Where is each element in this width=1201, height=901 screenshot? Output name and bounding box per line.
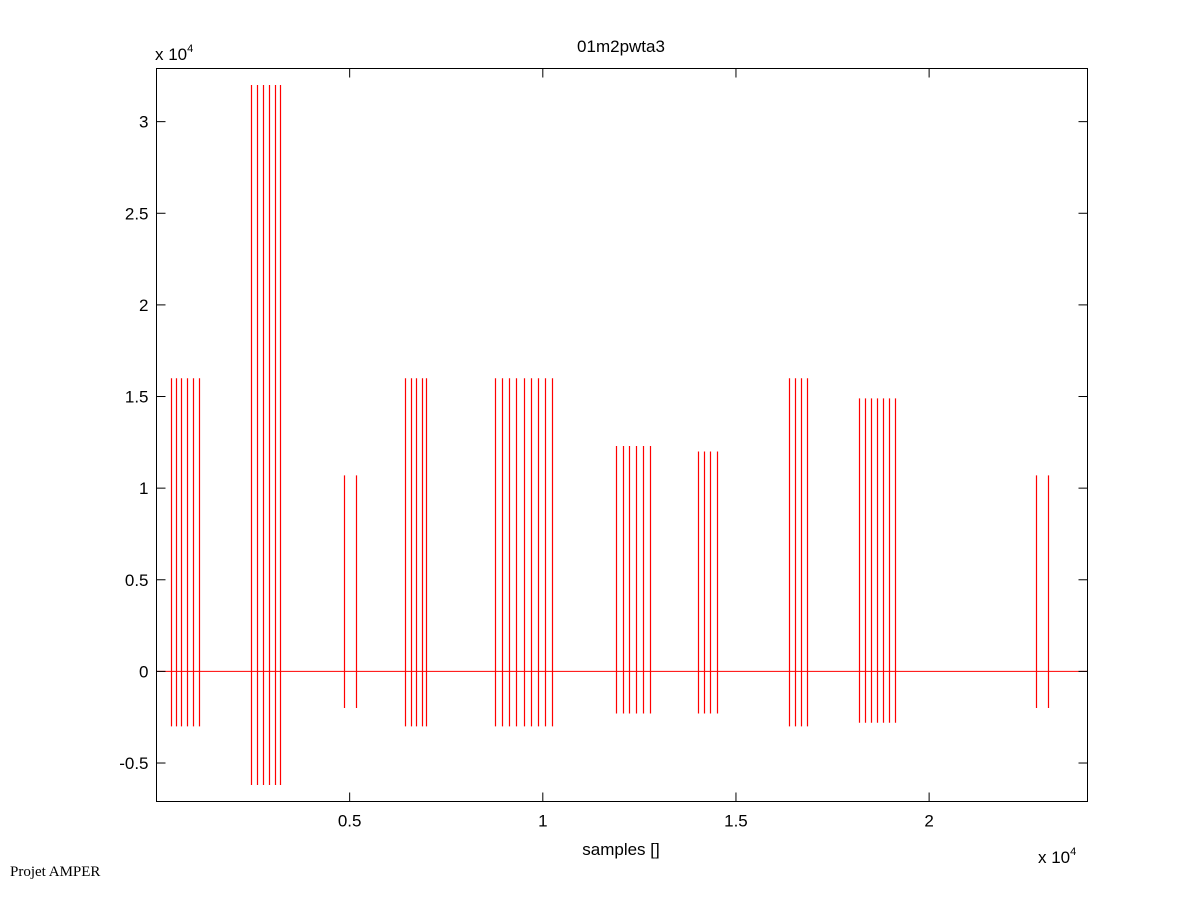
x-axis-label: samples []	[582, 840, 659, 859]
y-multiplier-exp: 4	[187, 43, 193, 55]
y-tick-label: 2	[139, 296, 148, 315]
y-tick-label: 2.5	[125, 204, 149, 223]
chart-title: 01m2pwta3	[577, 37, 665, 56]
y-tick-label: 0.5	[125, 571, 149, 590]
y-tick-label: 3	[139, 113, 148, 132]
series-signal	[156, 84, 1088, 786]
x-multiplier: x 104	[1038, 846, 1076, 867]
footer-credit: Projet AMPER	[10, 864, 101, 880]
y-multiplier-base: x 10	[155, 45, 187, 64]
y-multiplier: x 104	[155, 43, 193, 64]
y-tick-label: 1	[139, 479, 148, 498]
axes-box	[156, 68, 1088, 802]
y-tick-label: -0.5	[119, 754, 148, 773]
x-multiplier-base: x 10	[1038, 848, 1070, 867]
y-tick-label: 0	[139, 662, 148, 681]
x-tick-label: 2	[924, 812, 933, 831]
x-tick-label: 0.5	[338, 812, 362, 831]
y-tick-label: 1.5	[125, 388, 149, 407]
x-tick-label: 1.5	[724, 812, 748, 831]
x-multiplier-exp: 4	[1070, 846, 1076, 858]
x-tick-label: 1	[538, 812, 547, 831]
